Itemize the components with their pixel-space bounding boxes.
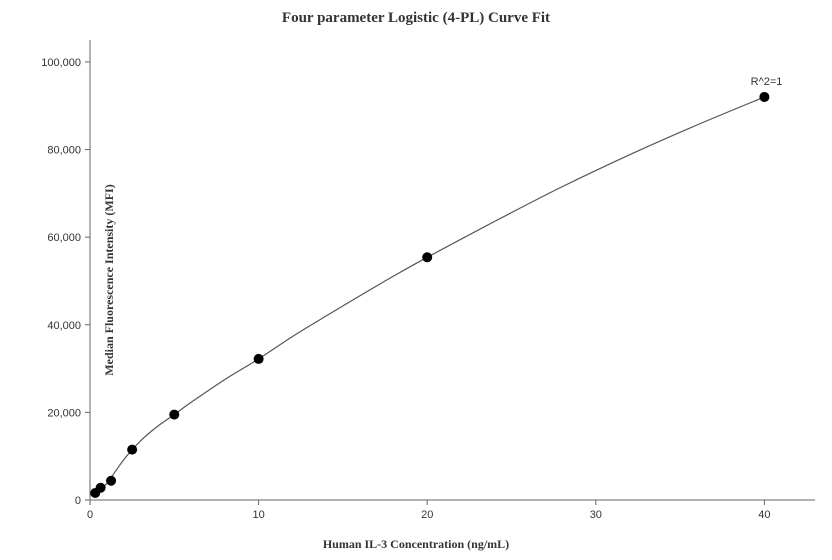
y-tick-label: 0 — [75, 495, 81, 507]
data-point — [127, 445, 137, 455]
plot-area: 0 20,000 40,000 60,000 80,000 100,000 0 10 20 30 4… — [0, 0, 832, 560]
data-point — [106, 476, 116, 486]
data-point — [169, 410, 179, 420]
y-tick-label: 100,000 — [41, 57, 81, 69]
y-tick-label: 40,000 — [47, 320, 81, 332]
y-tick-label: 20,000 — [47, 407, 81, 419]
data-point — [96, 483, 106, 493]
r-squared-annotation: R^2=1 — [751, 76, 783, 88]
fit-curve — [93, 97, 764, 495]
y-tick-label: 80,000 — [47, 145, 81, 157]
x-tick-label: 40 — [758, 509, 770, 521]
chart-container: Four parameter Logistic (4-PL) Curve Fit… — [0, 0, 832, 560]
data-point — [254, 354, 264, 364]
x-tick-label: 0 — [87, 509, 93, 521]
x-tick-label: 10 — [252, 509, 264, 521]
x-tick-label: 30 — [590, 509, 602, 521]
data-point — [422, 252, 432, 262]
x-tick-label: 20 — [421, 509, 433, 521]
data-point — [759, 92, 769, 102]
y-tick-label: 60,000 — [47, 232, 81, 244]
